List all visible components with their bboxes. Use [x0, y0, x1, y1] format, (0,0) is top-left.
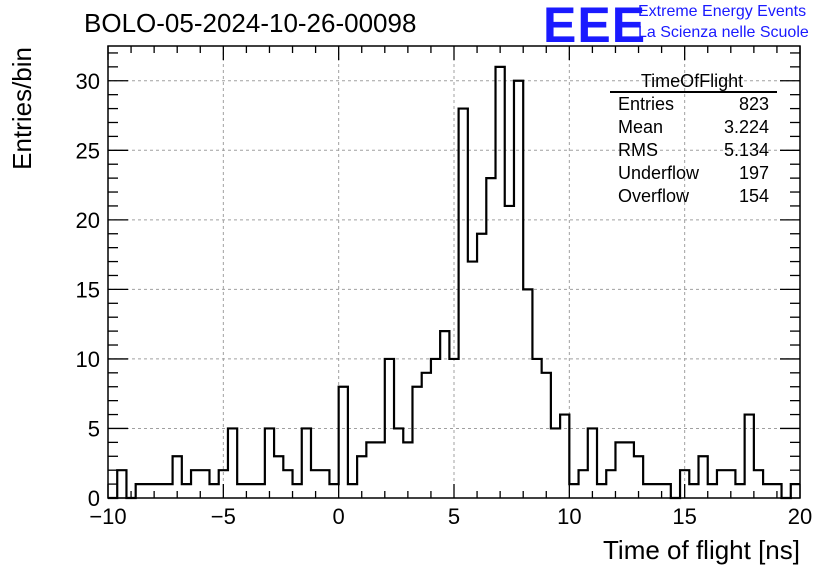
- histogram-bin: [689, 484, 698, 498]
- histogram-bin: [745, 415, 754, 498]
- y-tick-label: 10: [76, 347, 100, 372]
- histogram-bin: [505, 206, 514, 498]
- histogram-bin: [579, 470, 588, 498]
- histogram-bin: [422, 373, 431, 498]
- x-tick-label: 15: [672, 504, 696, 529]
- eee-tagline-1: Extreme Energy Events: [638, 3, 807, 20]
- histogram-bin: [403, 442, 412, 498]
- x-tick-label: 20: [788, 504, 812, 529]
- histogram-bin: [200, 470, 209, 498]
- histogram-bin: [154, 484, 163, 498]
- histogram-bin: [717, 470, 726, 498]
- chart-title: BOLO-05-2024-10-26-00098: [84, 8, 417, 38]
- histogram-bin: [542, 373, 551, 498]
- histogram-step-line: [108, 65, 800, 500]
- stats-title: TimeOfFlight: [641, 71, 743, 91]
- x-tick-label: −10: [89, 504, 126, 529]
- histogram-bin: [182, 484, 191, 498]
- histogram-bin: [597, 484, 606, 498]
- histogram-bin: [791, 484, 800, 498]
- histogram-bin: [329, 484, 338, 498]
- histogram-bin: [754, 470, 763, 498]
- histogram-series: [108, 65, 800, 500]
- histogram-bin: [228, 428, 237, 498]
- histogram-bin: [302, 428, 311, 498]
- histogram-bin: [136, 484, 145, 498]
- histogram-bin: [468, 262, 477, 498]
- grid-lines: [108, 46, 800, 498]
- histogram-bin: [376, 442, 385, 498]
- histogram-bin: [440, 331, 449, 498]
- histogram-bin: [652, 484, 661, 498]
- histogram-bin: [283, 470, 292, 498]
- histogram-bin: [551, 428, 560, 498]
- histogram-bin: [588, 428, 597, 498]
- stats-row-value: 154: [739, 186, 769, 206]
- y-axis-label: Entries/bin: [7, 47, 37, 170]
- histogram-bin: [560, 415, 569, 498]
- histogram-bin: [320, 470, 329, 498]
- histogram-bin: [496, 67, 505, 498]
- stats-row-label: Entries: [618, 94, 674, 114]
- histogram-bin: [274, 456, 283, 498]
- stats-row-value: 5.134: [724, 140, 769, 160]
- axis-ticks: [107, 46, 801, 499]
- eee-logo: EEE: [543, 0, 647, 53]
- histogram-bin: [348, 484, 357, 498]
- x-tick-label: 10: [557, 504, 581, 529]
- stats-row-label: Underflow: [618, 163, 700, 183]
- histogram-bin: [209, 484, 218, 498]
- histogram-bin: [246, 484, 255, 498]
- histogram-bin: [699, 456, 708, 498]
- x-tick-label: 0: [333, 504, 345, 529]
- histogram-bin: [117, 470, 126, 498]
- histogram-bin: [523, 289, 532, 498]
- histogram-bin: [486, 178, 495, 498]
- x-tick-label: 5: [448, 504, 460, 529]
- histogram-bin: [163, 484, 172, 498]
- histogram-bin: [763, 484, 772, 498]
- histogram-bin: [708, 484, 717, 498]
- histogram-bin: [145, 484, 154, 498]
- histogram-bin: [643, 484, 652, 498]
- histogram-bin: [615, 442, 624, 498]
- histogram-bin: [256, 484, 265, 498]
- stats-row-value: 823: [739, 94, 769, 114]
- histogram-bin: [459, 109, 468, 498]
- stats-row-label: RMS: [618, 140, 658, 160]
- stats-row-value: 3.224: [724, 117, 769, 137]
- histogram-bin: [412, 387, 421, 498]
- histogram-bin: [237, 484, 246, 498]
- histogram-bin: [735, 484, 744, 498]
- stats-row-label: Overflow: [618, 186, 690, 206]
- y-tick-label: 25: [76, 138, 100, 163]
- y-tick-label: 0: [88, 486, 100, 511]
- histogram-bin: [477, 234, 486, 498]
- histogram-bin: [293, 484, 302, 498]
- histogram-bin: [569, 484, 578, 498]
- tick-labels: −10 −5 0 5 10 15 20 0 5 10 15 20 25 30: [76, 69, 813, 529]
- histogram-bin: [662, 484, 671, 498]
- stats-row-label: Mean: [618, 117, 663, 137]
- eee-tagline-2: La Scienza nelle Scuole: [638, 24, 809, 41]
- histogram-bin: [366, 442, 375, 498]
- stats-row-value: 197: [739, 163, 769, 183]
- y-tick-label: 30: [76, 69, 100, 94]
- y-tick-label: 5: [88, 416, 100, 441]
- histogram-bin: [339, 387, 348, 498]
- histogram-bin: [606, 470, 615, 498]
- histogram-bin: [191, 470, 200, 498]
- y-tick-label: 20: [76, 208, 100, 233]
- x-axis-label: Time of flight [ns]: [603, 535, 800, 565]
- y-tick-label: 15: [76, 277, 100, 302]
- histogram-bin: [265, 428, 274, 498]
- stats-box: TimeOfFlight Entries 823 Mean 3.224 RMS 5.134…: [610, 71, 777, 206]
- x-tick-label: −5: [211, 504, 236, 529]
- histogram-bin: [625, 442, 634, 498]
- histogram-bin: [394, 428, 403, 498]
